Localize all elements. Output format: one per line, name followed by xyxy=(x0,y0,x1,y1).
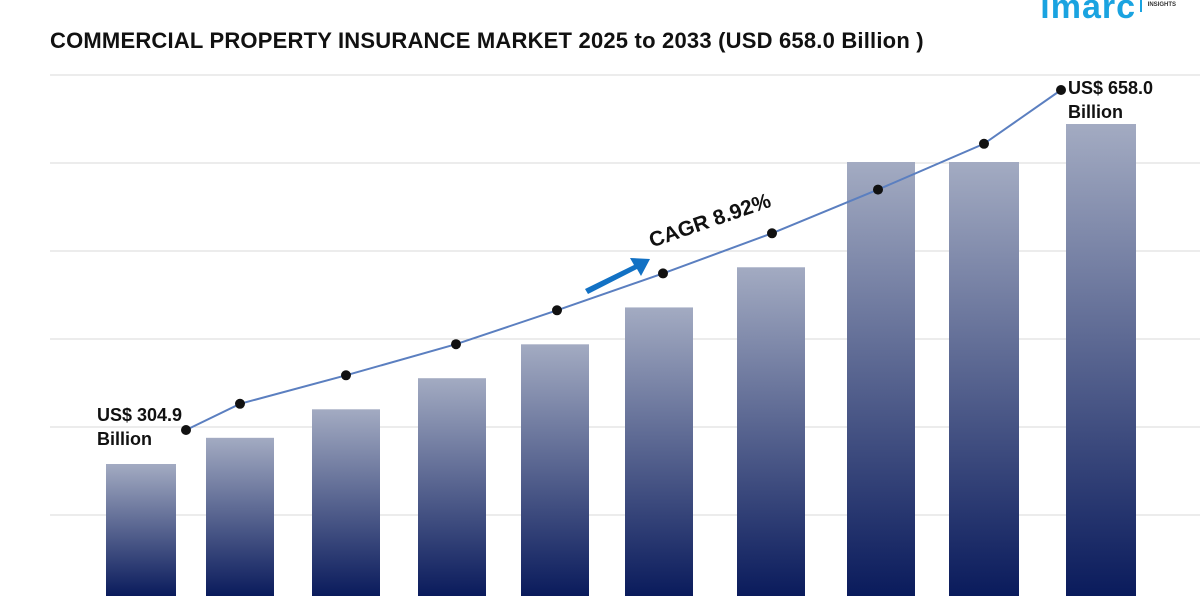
trend-point xyxy=(451,339,461,350)
trend-point xyxy=(235,398,245,409)
bar-2030 xyxy=(625,307,693,596)
start-value-line2: Billion xyxy=(97,429,152,449)
trend-point xyxy=(181,425,191,435)
trend-point xyxy=(767,228,777,239)
bar-2026 xyxy=(206,437,274,596)
trend-line-group xyxy=(181,85,1066,435)
cagr-arrow-shape xyxy=(585,258,650,294)
trend-point xyxy=(552,305,562,316)
bar-2027 xyxy=(312,409,380,596)
end-value-line2: Billion xyxy=(1068,102,1123,122)
start-value-annotation: US$ 304.9 Billion xyxy=(97,403,182,451)
bar-2032 xyxy=(847,162,915,596)
bar-2033 xyxy=(1066,124,1136,596)
bar-2031 xyxy=(737,267,805,596)
trend-line xyxy=(185,89,1062,431)
bar-2028 xyxy=(418,378,486,596)
logo-wordmark: imarc xyxy=(1040,0,1136,26)
end-value-annotation: US$ 658.0 Billion xyxy=(1068,76,1153,124)
trend-point xyxy=(1056,85,1066,95)
start-value-line1: US$ 304.9 xyxy=(97,405,183,425)
logo-subtext: INSIGHTS xyxy=(1147,2,1176,8)
trend-point xyxy=(979,138,989,149)
bar-2032-extra xyxy=(949,162,1019,596)
trend-point xyxy=(341,370,351,381)
bar-2025 xyxy=(106,464,176,596)
imarc-logo: imarc INSIGHTS xyxy=(1010,0,1190,26)
chart-title: COMMERCIAL PROPERTY INSURANCE MARKET 202… xyxy=(50,28,924,53)
trend-point xyxy=(658,268,668,279)
end-value-line1: US$ 658.0 xyxy=(1068,78,1154,98)
bars xyxy=(106,124,1136,596)
trend-point xyxy=(873,184,883,195)
cagr-arrow-icon xyxy=(585,258,650,294)
logo-divider xyxy=(1140,0,1142,12)
bar-2029 xyxy=(521,344,589,596)
